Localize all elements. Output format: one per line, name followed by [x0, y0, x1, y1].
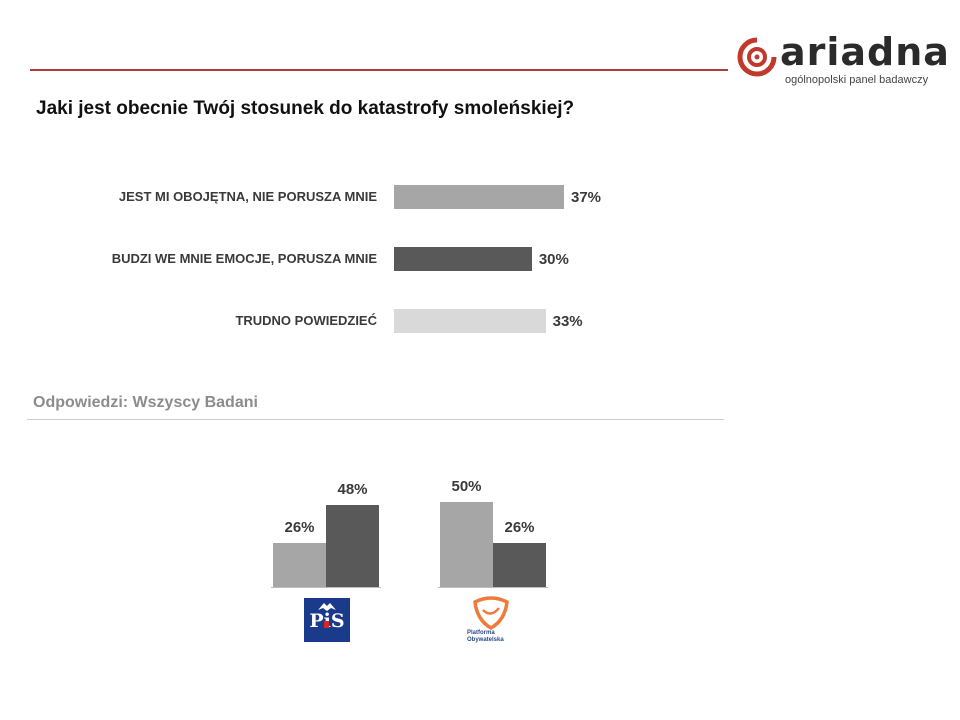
- bar-value-label: 37%: [571, 189, 602, 206]
- po-logo: Platforma Obywatelska: [463, 596, 519, 646]
- question-title: Jaki jest obecnie Twój stosunek do katas…: [36, 98, 575, 119]
- bar-category-label: TRUDNO POWIEDZIEĆ: [235, 313, 377, 328]
- bar-value-label: 26%: [284, 518, 315, 536]
- bar: [394, 247, 532, 271]
- bar: [394, 309, 546, 333]
- axis-baseline: [271, 587, 381, 588]
- bar-value-label: 50%: [451, 477, 482, 495]
- eagle-icon: [318, 603, 336, 611]
- bar-value-label: 33%: [552, 313, 583, 330]
- brand-name: ariadna: [780, 30, 950, 74]
- bar-category-label: JEST MI OBOJĘTNA, NIE PORUSZA MNIE: [118, 189, 377, 204]
- ariadna-spiral-icon: [737, 37, 777, 77]
- section-divider: [27, 419, 724, 420]
- ariadna-logo: ariadna ogólnopolski panel badawczy: [736, 30, 949, 88]
- bar-value-label: 48%: [337, 481, 368, 498]
- bar: [273, 542, 326, 587]
- pis-logo: PiS: [304, 598, 350, 642]
- pis-red-accent: [324, 621, 329, 628]
- bar: [493, 542, 546, 587]
- po-logo-text: Platforma Obywatelska: [467, 630, 527, 644]
- axis-baseline: [438, 587, 548, 588]
- brand-tagline: ogólnopolski panel badawczy: [785, 74, 929, 86]
- bar-value-label: 30%: [538, 251, 569, 268]
- header-divider: [30, 69, 728, 71]
- bar-value-label: 26%: [504, 518, 535, 536]
- po-logo-line1: Platforma: [467, 630, 495, 636]
- shield-icon: [473, 596, 509, 630]
- bar: [440, 501, 493, 587]
- bar-category-label: BUDZI WE MNIE EMOCJE, PORUSZA MNIE: [111, 251, 377, 266]
- bar: [326, 505, 379, 587]
- respondents-label: Odpowiedzi: Wszyscy Badani: [33, 394, 258, 411]
- po-logo-line2: Obywatelska: [467, 637, 504, 643]
- bar: [394, 185, 564, 209]
